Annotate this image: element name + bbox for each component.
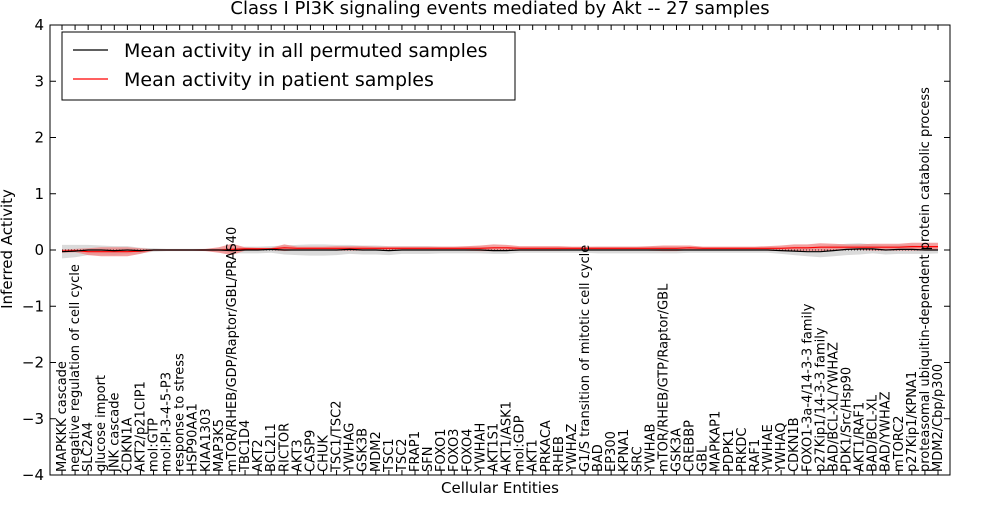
y-tick-label: 0 [34,241,44,259]
category-label: AKT3 [290,439,305,472]
category-label: KIAA1303 [199,408,214,472]
category-label: AKT2 [251,439,266,472]
category-label: YWHAB [643,424,658,473]
category-label: FOXO4 [460,429,475,472]
category-label: mol:PI-3-4-5-P3 [160,372,175,472]
category-label: CDKN1B [787,417,802,472]
category-label: MAP3K5 [212,419,227,472]
category-label: CREBBP [683,420,698,472]
category-label: CHUK [317,435,332,472]
y-axis-title: Inferred Activity [0,189,16,309]
y-tick-label: 4 [34,16,44,34]
category-label: YWHAH [473,423,488,473]
category-label: CDKN1A [120,417,135,472]
y-tick-label: 3 [34,72,44,90]
category-label: GBL [696,445,711,472]
category-label: AKT1/ASK1 [500,401,515,472]
category-label: mTOR/RHEB/GDP/Raptor/GBL/PRAS40 [225,227,240,472]
category-label: RICTOR [277,423,292,472]
category-label: proteasomal ubiquitin-dependent protein … [918,87,933,472]
category-label: TSC2 [395,438,410,473]
category-label: FRAP1 [408,431,423,472]
category-label: MDM2/Cbp/p300 [931,364,946,472]
category-label: TSC1 [382,438,397,473]
category-label: YWHAQ [774,423,789,473]
category-label: SFN [421,447,436,472]
category-label: mol:GTP [147,418,162,472]
y-tick-label: 1 [34,185,44,203]
legend-box [61,31,516,101]
y-tick-label: −2 [22,354,44,372]
category-label: TBC1D4 [238,420,253,473]
x-axis-ticks [61,25,939,475]
category-label: EP300 [604,431,619,472]
legend-label-patient: Mean activity in patient samples [124,69,434,91]
category-label: PDPK1 [722,430,737,473]
category-label: MAPKAP1 [709,411,724,472]
category-label: FOXO1-3a-4/14-3-3 family [800,303,815,472]
category-label: PRKACA [539,420,554,472]
category-label: RAF1 [748,439,763,472]
category-label: AKT1 [526,439,541,472]
category-label: CASP9 [303,430,318,472]
category-label: PRKDC [735,428,750,472]
y-tick-label: −4 [22,466,44,484]
category-label: BAD/BCL-XL/YWHAZ [826,342,841,472]
category-label: MAPKKK cascade [55,361,70,472]
y-tick-label: −1 [22,297,44,315]
category-label: mol:GDP [513,415,528,472]
category-label: response to stress [173,353,188,472]
category-label: YWHAG [343,423,358,473]
category-label: glucose import [94,375,109,472]
legend: Mean activity in all permuted samples Me… [61,31,516,101]
category-label: mTORC2 [892,415,907,472]
legend-label-permuted: Mean activity in all permuted samples [124,40,487,62]
category-label: FOXO3 [447,429,462,472]
category-label: GSK3A [670,428,685,472]
category-label: YWHAE [761,424,776,473]
category-label: negative regulation of cell cycle [68,264,83,472]
category-label: TSC1/TSC2 [330,401,345,473]
category-label: AKT1/RAF1 [853,402,868,472]
category-label: JNK cascade [107,393,122,473]
category-label: AKT1S1 [487,423,502,472]
category-label: p27Kip1/14-3-3 family [813,327,828,472]
category-label: GSK3B [356,428,371,472]
category-label: AKT2/p21CIP1 [133,381,148,472]
category-label: RHEB [552,436,567,472]
category-label: mTOR/RHEB/GTP/Raptor/GBL [656,283,671,472]
y-tick-label: 2 [34,129,44,147]
category-label: SLC2A4 [81,422,96,472]
category-label: MDM2 [369,431,384,472]
x-axis-title: Cellular Entities [441,479,559,497]
category-label: SRC [630,446,645,472]
y-tick-label: −3 [22,410,44,428]
category-label: FOXO1 [434,429,449,472]
patient-band [62,242,938,257]
series-lines [61,246,938,253]
category-label: BAD [591,444,606,472]
category-label: HSP90AA1 [186,403,201,472]
category-label: G1/S transition of mitotic cell cycle [578,245,593,472]
chart-title: Class I PI3K signaling events mediated b… [230,0,769,19]
category-label: BCL2L1 [264,423,279,472]
category-label: YWHAZ [565,424,580,473]
category-label: PDK1/Src/Hsp90 [840,367,855,472]
permuted-series-line [61,248,938,253]
category-label: p27Kip1/KPNA1 [905,371,920,472]
category-label: BAD/BCL-XL [866,394,881,472]
category-label: BAD/YWHAZ [879,391,894,472]
y-axis-ticks: −4 −3 −2 −1 0 1 2 3 4 [22,16,950,484]
category-label: KPNA1 [617,429,632,472]
